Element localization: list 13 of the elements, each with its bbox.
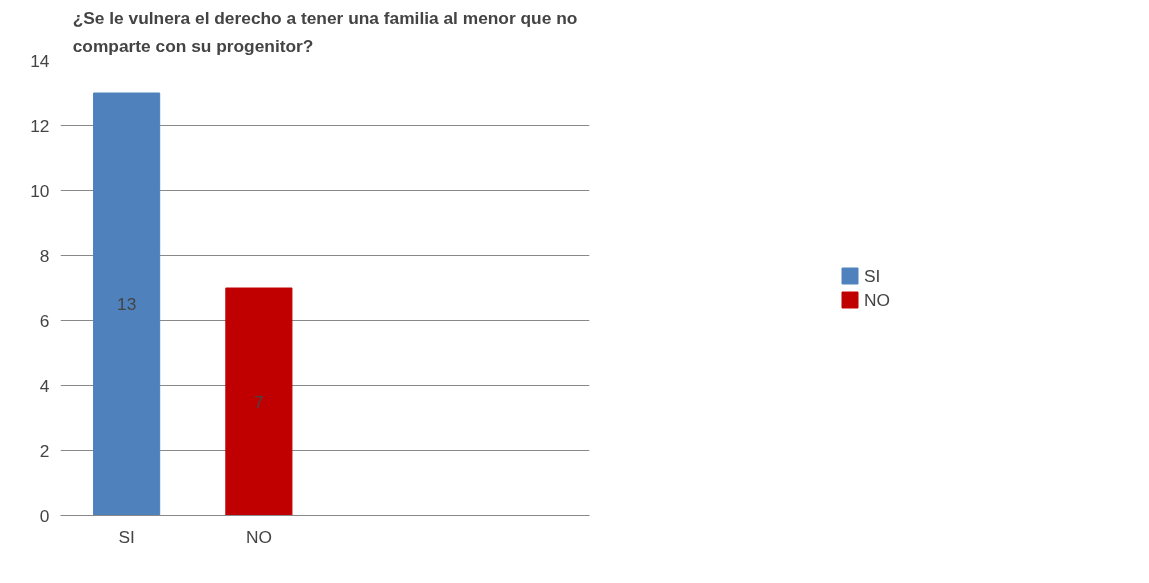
y-tick-label: 6 — [39, 310, 50, 331]
y-tick-label: 2 — [39, 440, 50, 461]
y-tick-label: 14 — [30, 50, 50, 71]
y-tick-label: 12 — [30, 115, 50, 136]
data-label: 7 — [254, 391, 264, 412]
data-label: 13 — [116, 294, 137, 315]
legend-label: NO — [864, 289, 890, 310]
y-tick-label: 0 — [39, 505, 50, 526]
y-tick-label: 8 — [39, 245, 50, 266]
y-tick-label: 4 — [39, 375, 50, 396]
chart-title: ¿Se le vulnera el derecho a tener una familia al menor que no comparte con su progenitor? — [72, 7, 578, 56]
legend-label: SI — [864, 265, 882, 286]
y-tick-label: 10 — [30, 180, 50, 201]
